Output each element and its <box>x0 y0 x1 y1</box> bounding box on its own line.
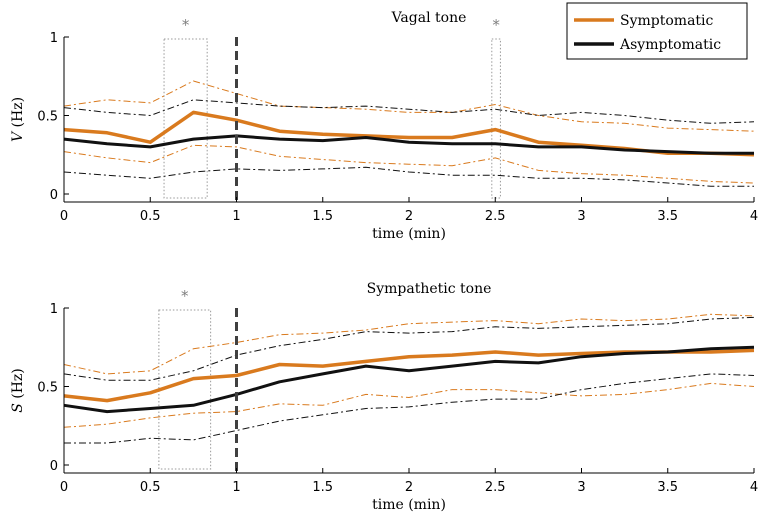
significance-window <box>491 38 501 199</box>
significance-star: * <box>181 287 189 305</box>
y-axis-label: V (Hz) <box>10 97 26 142</box>
legend-label: Symptomatic <box>620 13 714 29</box>
x-tick-label: 1 <box>232 209 240 224</box>
y-tick-label: 0 <box>50 459 58 474</box>
chart-title: Vagal tone <box>391 10 467 26</box>
asymptomatic-lower-line <box>63 166 754 187</box>
sympathetic-tone-panel: Sympathetic tone * 0 0.5 1 1.5 2 2.5 3 3.5 4 0 0.5 1 t… <box>10 281 758 513</box>
significance-star: * <box>492 16 500 34</box>
asymptomatic-mean-line <box>63 134 754 155</box>
x-axis-label: time (min) <box>372 497 446 513</box>
x-tick-label: 3 <box>577 209 585 224</box>
x-tick-label: 2 <box>405 480 413 495</box>
symptomatic-lower-line <box>63 382 755 428</box>
symptomatic-upper-line <box>63 313 755 375</box>
significance-window <box>163 38 208 199</box>
x-tick-label: 2.5 <box>485 480 506 495</box>
y-tick-label: 0 <box>50 188 58 203</box>
legend-box <box>566 2 748 60</box>
x-tick-label: 2.5 <box>485 209 506 224</box>
x-tick-label: 3.5 <box>657 480 678 495</box>
y-axis-label-unit: (Hz) <box>10 368 26 403</box>
symptomatic-lower-line <box>63 144 755 184</box>
asymptomatic-lower-line <box>64 373 755 444</box>
significance-window <box>158 309 212 470</box>
x-tick-label: 2 <box>405 209 413 224</box>
x-tick-label: 0 <box>60 209 68 224</box>
x-tick-label: 1 <box>232 480 240 495</box>
x-tick-label: 0 <box>60 480 68 495</box>
y-tick-label: 1 <box>50 302 58 317</box>
x-tick-label: 3 <box>577 480 585 495</box>
y-tick-label: 1 <box>50 31 58 46</box>
vagal-tone-panel: Vagal tone * * 0 0.5 1 1.5 2 2.5 3 3.5 4 0 0.5 1 time (… <box>10 10 758 242</box>
y-axis-label-var: V <box>10 130 26 142</box>
x-tick-label: 0.5 <box>140 209 161 224</box>
y-tick-label: 0.5 <box>37 381 58 396</box>
x-tick-label: 4 <box>750 480 758 495</box>
legend-label: Asymptomatic <box>619 37 721 53</box>
y-axis-label: S (Hz) <box>10 368 26 413</box>
x-tick-label: 0.5 <box>140 480 161 495</box>
x-tick-label: 4 <box>750 209 758 224</box>
chart-title: Sympathetic tone <box>367 281 492 297</box>
x-tick-label: 3.5 <box>657 209 678 224</box>
asymptomatic-upper-line <box>63 99 755 124</box>
x-axis-label: time (min) <box>372 226 446 242</box>
y-axis-label-unit: (Hz) <box>10 97 26 132</box>
y-tick-label: 0.5 <box>37 110 58 125</box>
asymptomatic-mean-line <box>63 345 755 414</box>
symptomatic-mean-line <box>63 348 755 403</box>
asymptomatic-upper-line <box>63 316 755 381</box>
significance-star: * <box>182 16 190 34</box>
x-tick-label: 1.5 <box>312 480 333 495</box>
legend: Symptomatic Asymptomatic <box>566 2 748 60</box>
symptomatic-upper-line <box>63 80 755 132</box>
x-tick-label: 1.5 <box>312 209 333 224</box>
y-axis-label-var: S <box>10 403 26 413</box>
